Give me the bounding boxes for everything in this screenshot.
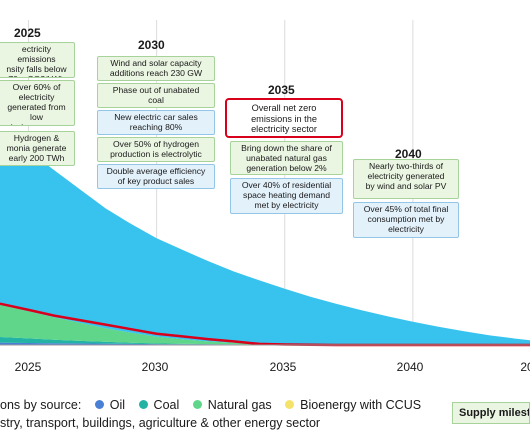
x-tick-label: 2035 xyxy=(269,360,297,374)
year-heading-2035: 2035 xyxy=(268,83,295,97)
x-tick-label: 20 xyxy=(520,360,530,374)
milestone-2030-5: Double average efficiency of key product … xyxy=(97,164,215,189)
milestone-2030-2: Phase out of unabated coal xyxy=(97,83,215,108)
supply-label: Supply milesto xyxy=(459,407,530,419)
legend-item-natural-gas: Natural gas xyxy=(192,398,272,412)
x-tick-label: 2040 xyxy=(396,360,424,374)
year-heading-2025: 2025 xyxy=(14,26,41,40)
legend-label: Natural gas xyxy=(207,398,272,412)
legend-label: Bioenergy with CCUS xyxy=(300,398,422,412)
milestone-text: Over 60% of electricity generated from low… xyxy=(4,82,70,125)
legend-item-oil: Oil xyxy=(94,398,126,412)
year-heading-2040: 2040 xyxy=(395,147,422,161)
legend-swatch-bio xyxy=(285,400,295,409)
milestone-2025-2: Over 60% of electricity generated from low… xyxy=(0,80,75,126)
legend-swatch-gas xyxy=(192,400,202,409)
area-series-total xyxy=(0,131,530,345)
milestone-text: Double average efficiency of key product … xyxy=(106,166,206,186)
milestone-text: Hydrogen & monia generate early 200 TWh xyxy=(6,133,67,163)
milestone-2040-1: Nearly two-thirds of electricity generate… xyxy=(353,159,459,199)
milestone-2035-highlight: Overall net zero emissions in the electric… xyxy=(225,98,343,138)
x-tick-label: 2030 xyxy=(141,360,169,374)
legend-sector-text: stry, transport, buildings, agriculture … xyxy=(0,416,321,430)
milestone-text: Bring down the share of unabated natural … xyxy=(241,143,332,173)
milestone-2030-3: New electric car sales reaching 80% xyxy=(97,110,215,135)
milestone-text: Phase out of unabated coal xyxy=(112,85,200,105)
milestone-text: Overall net zero emissions in the electric… xyxy=(251,103,317,134)
legend-item-coal: Coal xyxy=(138,398,180,412)
milestone-text: Over 45% of total final consumption met b… xyxy=(363,204,449,234)
legend-sources: ons by source: Oil Coal Natural gas Bioe… xyxy=(0,398,450,416)
milestone-2035-3: Over 40% of residential space heating dem… xyxy=(230,178,343,214)
milestone-text: Wind and solar capacity additions reach 2… xyxy=(109,58,203,78)
milestone-2030-1: Wind and solar capacity additions reach 2… xyxy=(97,56,215,81)
milestone-text: Over 50% of hydrogen production is electr… xyxy=(110,139,202,159)
supply-milestones-badge: Supply milesto xyxy=(452,402,530,424)
milestone-2040-2: Over 45% of total final consumption met b… xyxy=(353,202,459,238)
legend-swatch-coal xyxy=(138,400,148,409)
year-heading-2030: 2030 xyxy=(138,38,165,52)
legend-prefix: ons by source: xyxy=(0,398,82,412)
milestone-2030-4: Over 50% of hydrogen production is electr… xyxy=(97,137,215,162)
milestone-text: Nearly two-thirds of electricity generate… xyxy=(365,161,447,191)
legend-swatch-oil xyxy=(94,400,104,409)
legend-item-bioenergy: Bioenergy with CCUS xyxy=(285,398,421,412)
legend-label: Coal xyxy=(153,398,180,412)
area-series-oil xyxy=(0,342,530,345)
area-series-coal xyxy=(0,336,530,345)
legend-label: Oil xyxy=(109,398,126,412)
legend-sectors: stry, transport, buildings, agriculture … xyxy=(0,416,450,434)
milestone-text: Over 40% of residential space heating dem… xyxy=(241,180,332,210)
milestone-2035-2: Bring down the share of unabated natural … xyxy=(230,141,343,175)
milestone-text: New electric car sales reaching 80% xyxy=(114,112,198,132)
area-series-natural-gas xyxy=(0,304,530,345)
x-tick-label: 2025 xyxy=(14,360,42,374)
milestone-2025-3: Hydrogen & monia generate early 200 TWh xyxy=(0,131,75,166)
